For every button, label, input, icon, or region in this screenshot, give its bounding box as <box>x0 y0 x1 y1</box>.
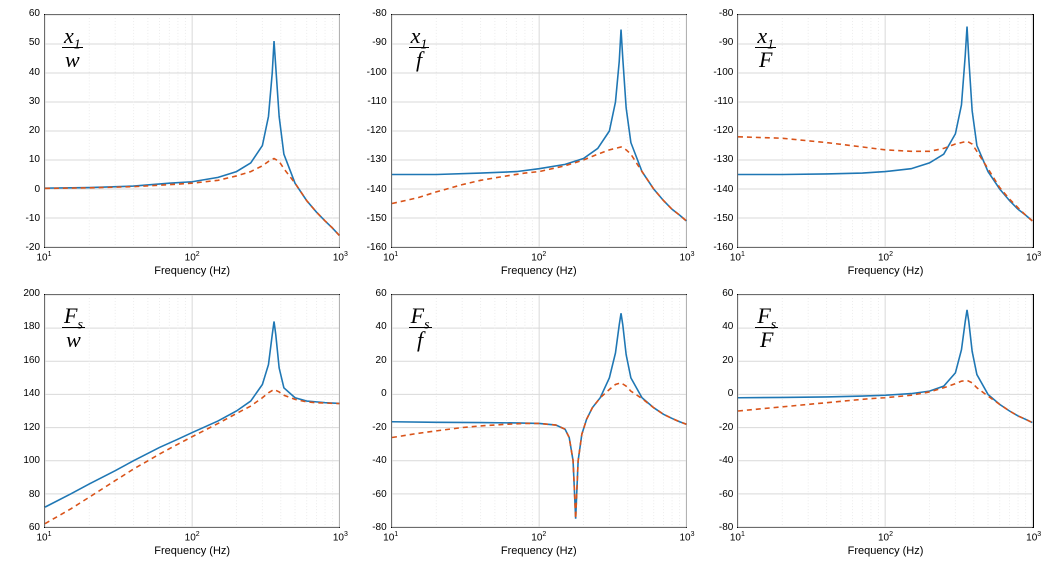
panel-x1-over-f: -160-150-140-130-120-110-100-90-80101102… <box>355 8 692 282</box>
plot-area <box>391 294 687 528</box>
ytick-label: 140 <box>8 388 40 399</box>
ytick-label: 0 <box>8 184 40 195</box>
ytick-label: 180 <box>8 321 40 332</box>
xtick-label: 103 <box>325 531 355 543</box>
xtick-label: 103 <box>672 531 702 543</box>
ytick-label: 20 <box>8 125 40 136</box>
ytick-label: -80 <box>701 8 733 19</box>
ytick-label: -40 <box>701 455 733 466</box>
ytick-label: -100 <box>355 67 387 78</box>
ytick-label: -120 <box>355 125 387 136</box>
ytick-label: 40 <box>8 67 40 78</box>
xtick-label: 102 <box>177 251 207 263</box>
panel-x1-over-w: -20-100102030405060101102103Frequency (H… <box>8 8 345 282</box>
xtick-label: 101 <box>722 531 752 543</box>
x-axis-label: Frequency (Hz) <box>737 265 1033 277</box>
x-axis-label: Frequency (Hz) <box>737 545 1033 557</box>
xtick-label: 102 <box>177 531 207 543</box>
ytick-label: -20 <box>355 422 387 433</box>
panel-title: Fsf <box>409 304 432 351</box>
panel-Fs-over-f: -80-60-40-200204060101102103Frequency (H… <box>355 288 692 562</box>
xtick-label: 103 <box>1019 251 1046 263</box>
ytick-label: -40 <box>355 455 387 466</box>
ytick-label: -90 <box>355 37 387 48</box>
ytick-label: 120 <box>8 422 40 433</box>
plot-area <box>44 294 340 528</box>
ytick-label: -130 <box>355 154 387 165</box>
ytick-label: 60 <box>355 288 387 299</box>
ytick-label: 60 <box>8 8 40 19</box>
ytick-label: -10 <box>8 213 40 224</box>
panel-Fs-over-w: 6080100120140160180200101102103Frequency… <box>8 288 345 562</box>
ytick-label: 100 <box>8 455 40 466</box>
ytick-label: 10 <box>8 154 40 165</box>
panel-title: x1f <box>409 24 430 71</box>
ytick-label: -80 <box>355 8 387 19</box>
xtick-label: 101 <box>376 531 406 543</box>
panel-x1-over-F: -160-150-140-130-120-110-100-90-80101102… <box>701 8 1038 282</box>
ytick-label: 60 <box>701 288 733 299</box>
xtick-label: 102 <box>870 531 900 543</box>
ytick-label: -150 <box>701 213 733 224</box>
x-axis-label: Frequency (Hz) <box>44 545 340 557</box>
plot-area <box>391 14 687 248</box>
plot-area <box>737 14 1033 248</box>
ytick-label: -60 <box>355 489 387 500</box>
xtick-label: 101 <box>376 251 406 263</box>
xtick-label: 102 <box>524 531 554 543</box>
xtick-label: 103 <box>1019 531 1046 543</box>
panel-title: FsF <box>755 304 778 351</box>
xtick-label: 101 <box>722 251 752 263</box>
x-axis-label: Frequency (Hz) <box>44 265 340 277</box>
x-axis-label: Frequency (Hz) <box>391 265 687 277</box>
xtick-label: 101 <box>29 251 59 263</box>
xtick-label: 103 <box>672 251 702 263</box>
xtick-label: 101 <box>29 531 59 543</box>
ytick-label: 50 <box>8 37 40 48</box>
ytick-label: -60 <box>701 489 733 500</box>
ytick-label: 20 <box>355 355 387 366</box>
ytick-label: -110 <box>355 96 387 107</box>
ytick-label: 200 <box>8 288 40 299</box>
chart-grid: -20-100102030405060101102103Frequency (H… <box>8 8 1038 562</box>
xtick-label: 102 <box>524 251 554 263</box>
ytick-label: 20 <box>701 355 733 366</box>
ytick-label: 40 <box>355 321 387 332</box>
ytick-label: -100 <box>701 67 733 78</box>
ytick-label: 160 <box>8 355 40 366</box>
ytick-label: 30 <box>8 96 40 107</box>
ytick-label: -120 <box>701 125 733 136</box>
ytick-label: 80 <box>8 489 40 500</box>
ytick-label: -90 <box>701 37 733 48</box>
ytick-label: 40 <box>701 321 733 332</box>
panel-title: Fsw <box>62 304 85 351</box>
plot-area <box>737 294 1033 528</box>
ytick-label: 0 <box>355 388 387 399</box>
ytick-label: -140 <box>701 184 733 195</box>
ytick-label: -20 <box>701 422 733 433</box>
panel-Fs-over-F: -80-60-40-200204060101102103Frequency (H… <box>701 288 1038 562</box>
panel-title: x1w <box>62 24 83 71</box>
xtick-label: 102 <box>870 251 900 263</box>
ytick-label: -140 <box>355 184 387 195</box>
ytick-label: -130 <box>701 154 733 165</box>
panel-title: x1F <box>755 24 776 71</box>
plot-area <box>44 14 340 248</box>
ytick-label: -150 <box>355 213 387 224</box>
xtick-label: 103 <box>325 251 355 263</box>
x-axis-label: Frequency (Hz) <box>391 545 687 557</box>
ytick-label: -110 <box>701 96 733 107</box>
ytick-label: 0 <box>701 388 733 399</box>
